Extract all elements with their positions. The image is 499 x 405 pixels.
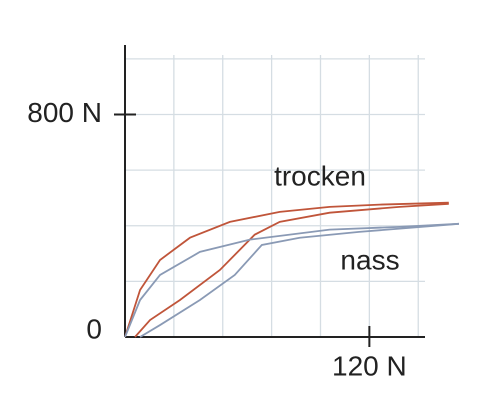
series-label: nass <box>340 244 399 275</box>
line-series <box>124 201 449 338</box>
series-label: trocken <box>274 160 366 191</box>
line-series <box>139 222 460 338</box>
y-tick-label: 800 N <box>27 97 102 128</box>
x-tick-label: 120 N <box>332 350 407 381</box>
y-tick-label: 0 <box>86 313 102 344</box>
line-series <box>124 222 460 338</box>
line-series <box>134 202 449 338</box>
